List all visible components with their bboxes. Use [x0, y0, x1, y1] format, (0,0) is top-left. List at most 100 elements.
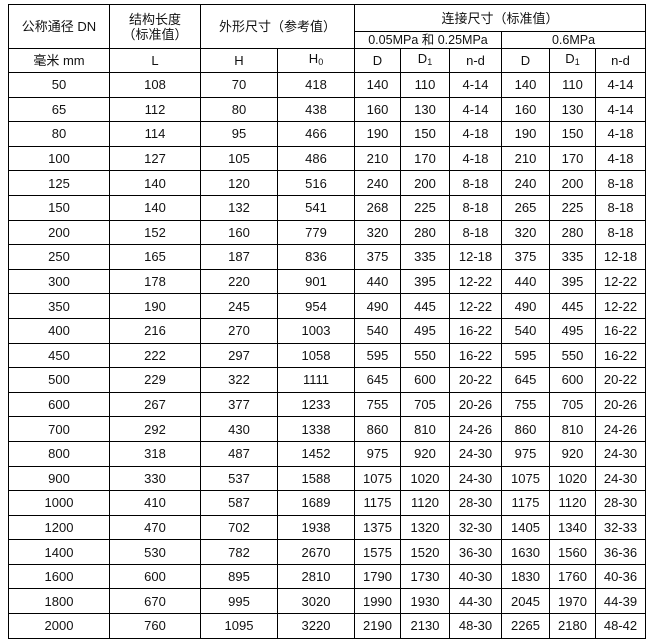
table-cell: 152 [109, 219, 201, 246]
table-cell: 1175 [501, 490, 550, 516]
header-nd: n-d [595, 48, 646, 73]
header-dn: 公称通径 DN [8, 4, 110, 49]
table-cell: 110 [549, 72, 596, 98]
table-cell: 4-14 [449, 96, 502, 123]
header-L: L [109, 48, 201, 73]
table-cell: 3220 [277, 613, 355, 639]
table-cell: 800 [8, 440, 110, 467]
table-cell: 16-22 [595, 342, 646, 369]
table-cell: 130 [549, 96, 596, 123]
table-cell: 1233 [277, 391, 355, 418]
table-cell: 200 [8, 219, 110, 246]
table-cell: 1120 [549, 490, 596, 516]
table-cell: 44-30 [449, 588, 502, 615]
table-cell: 190 [501, 121, 550, 147]
header-pressure-high: 0.6MPa [501, 31, 646, 49]
table-cell: 440 [354, 268, 401, 295]
table-cell: 24-26 [449, 416, 502, 442]
table-cell: 1003 [277, 317, 355, 344]
table-cell: 445 [549, 293, 596, 319]
table-cell: 1000 [8, 490, 110, 516]
table-cell: 995 [200, 588, 278, 615]
table-cell: 587 [200, 490, 278, 516]
table-cell: 836 [277, 244, 355, 270]
table-cell: 160 [200, 219, 278, 246]
table-cell: 4-18 [595, 145, 646, 172]
table-cell: 450 [8, 342, 110, 369]
table-cell: 430 [200, 416, 278, 442]
table-cell: 550 [400, 342, 450, 369]
table-cell: 2190 [354, 613, 401, 639]
table-cell: 810 [400, 416, 450, 442]
table-cell: 645 [354, 367, 401, 393]
table-cell: 760 [109, 613, 201, 639]
table-cell: 920 [400, 440, 450, 467]
table-cell: 600 [109, 563, 201, 590]
table-cell: 1760 [549, 563, 596, 590]
table-cell: 1338 [277, 416, 355, 442]
table-cell: 95 [200, 121, 278, 147]
table-cell: 216 [109, 317, 201, 344]
table-cell: 1175 [354, 490, 401, 516]
table-cell: 250 [8, 244, 110, 270]
table-cell: 50 [8, 72, 110, 98]
table-cell: 112 [109, 96, 201, 123]
table-cell: 900 [8, 465, 110, 492]
table-cell: 280 [549, 219, 596, 246]
table-cell: 28-30 [595, 490, 646, 516]
table-row: 2000 760 1095 3220 2190 2130 48-30 2265 2180 48-4… [8, 613, 646, 639]
table-cell: 24-30 [449, 465, 502, 492]
table-cell: 297 [200, 342, 278, 369]
table-row: 150 140 132 541 268 225 8-18 265 225 8-18 [8, 194, 646, 221]
table-row: 700 292 430 1338 860 810 24-26 860 810 24-26 [8, 416, 646, 442]
header-H0: H0 [277, 48, 355, 73]
table-cell: 490 [354, 293, 401, 319]
header-D: D [501, 48, 550, 73]
table-cell: 375 [501, 244, 550, 270]
table-cell: 1111 [277, 367, 355, 393]
table-cell: 20-22 [449, 367, 502, 393]
table-cell: 954 [277, 293, 355, 319]
table-row: 65 112 80 438 160 130 4-14 160 130 4-14 [8, 96, 646, 123]
table-cell: 1938 [277, 514, 355, 541]
table-cell: 600 [549, 367, 596, 393]
table-row: 600 267 377 1233 755 705 20-26 755 705 20-26 [8, 391, 646, 418]
table-cell: 24-30 [449, 440, 502, 467]
table-cell: 24-26 [595, 416, 646, 442]
table-cell: 600 [400, 367, 450, 393]
table-cell: 1588 [277, 465, 355, 492]
table-cell: 1790 [354, 563, 401, 590]
table-cell: 445 [400, 293, 450, 319]
table-cell: 975 [354, 440, 401, 467]
table-cell: 20-26 [449, 391, 502, 418]
table-cell: 12-22 [595, 293, 646, 319]
table-cell: 16-22 [595, 317, 646, 344]
header-pressure-low: 0.05MPa 和 0.25MPa [354, 31, 502, 49]
table-cell: 500 [8, 367, 110, 393]
table-cell: 595 [501, 342, 550, 369]
table-cell: 2810 [277, 563, 355, 590]
table-cell: 595 [354, 342, 401, 369]
table-cell: 1075 [354, 465, 401, 492]
table-cell: 1120 [400, 490, 450, 516]
table-cell: 190 [109, 293, 201, 319]
table-cell: 108 [109, 72, 201, 98]
table-cell: 540 [501, 317, 550, 344]
table-cell: 105 [200, 145, 278, 172]
table-cell: 1200 [8, 514, 110, 541]
table-cell: 160 [501, 96, 550, 123]
table-cell: 24-30 [595, 440, 646, 467]
header-outer-dimensions: 外形尺寸（参考值） [200, 4, 355, 49]
table-cell: 150 [400, 121, 450, 147]
table-cell: 418 [277, 72, 355, 98]
table-cell: 1520 [400, 539, 450, 565]
table-cell: 2670 [277, 539, 355, 565]
table-cell: 32-30 [449, 514, 502, 541]
table-cell: 1560 [549, 539, 596, 565]
table-cell: 36-36 [595, 539, 646, 565]
table-cell: 28-30 [449, 490, 502, 516]
table-cell: 395 [400, 268, 450, 295]
table-cell: 782 [200, 539, 278, 565]
table-cell: 350 [8, 293, 110, 319]
table-cell: 2130 [400, 613, 450, 639]
